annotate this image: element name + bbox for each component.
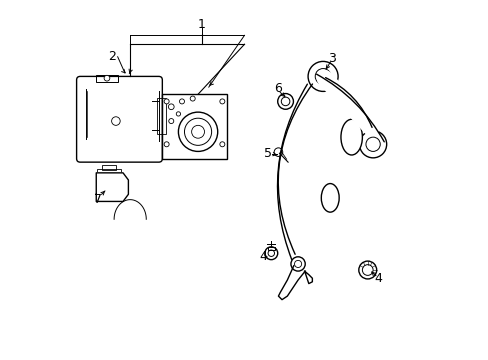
Circle shape [359, 131, 386, 158]
Bar [100, 176, 114, 196]
Bar [157, 98, 165, 134]
Circle shape [111, 117, 120, 125]
Circle shape [103, 187, 110, 194]
Circle shape [277, 94, 293, 109]
Text: 1: 1 [197, 18, 205, 31]
Text: 4: 4 [259, 250, 267, 263]
Circle shape [220, 142, 224, 147]
Circle shape [290, 257, 305, 271]
Circle shape [179, 99, 184, 104]
Circle shape [176, 112, 180, 116]
Circle shape [104, 75, 110, 81]
Circle shape [168, 118, 173, 123]
Circle shape [184, 118, 211, 145]
Circle shape [274, 148, 282, 157]
Circle shape [315, 68, 330, 84]
Circle shape [365, 137, 380, 152]
Ellipse shape [321, 184, 339, 212]
Circle shape [294, 260, 301, 267]
Text: 6: 6 [274, 82, 282, 95]
Circle shape [117, 179, 123, 185]
Polygon shape [96, 173, 128, 202]
Text: 3: 3 [327, 52, 335, 65]
Circle shape [164, 99, 169, 104]
Circle shape [190, 96, 195, 101]
Text: 4: 4 [374, 272, 382, 285]
Circle shape [191, 125, 204, 138]
Ellipse shape [340, 119, 362, 155]
Bar [96, 75, 118, 82]
Circle shape [281, 97, 289, 106]
Bar [102, 165, 116, 170]
Circle shape [164, 142, 169, 147]
Circle shape [168, 104, 174, 110]
Bar [116, 176, 124, 196]
Text: 7: 7 [94, 193, 102, 206]
Circle shape [267, 250, 274, 256]
Bar [267, 247, 274, 249]
Circle shape [358, 261, 376, 279]
Circle shape [264, 247, 277, 260]
FancyBboxPatch shape [77, 76, 162, 162]
Circle shape [307, 62, 337, 91]
Text: 5: 5 [263, 147, 271, 160]
Bar [97, 169, 121, 175]
Circle shape [319, 73, 326, 80]
Circle shape [220, 99, 224, 104]
Circle shape [362, 265, 372, 275]
Bar [162, 94, 226, 158]
Circle shape [178, 112, 217, 152]
Circle shape [103, 176, 110, 184]
Text: 2: 2 [108, 50, 116, 63]
